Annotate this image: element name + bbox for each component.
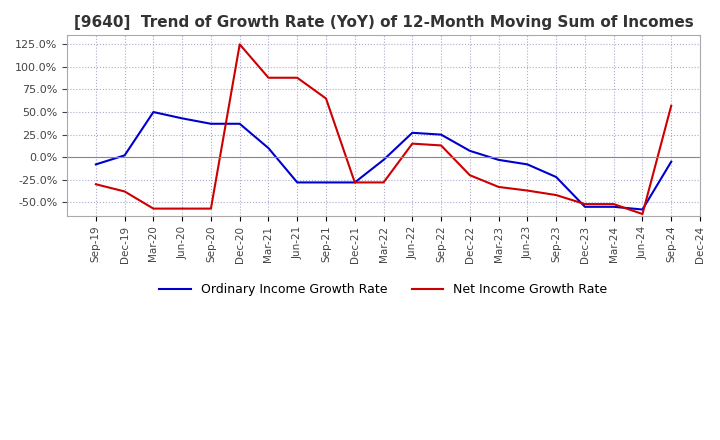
Net Income Growth Rate <box>264 75 273 81</box>
Ordinary Income Growth Rate <box>235 121 244 126</box>
Net Income Growth Rate <box>437 143 446 148</box>
Ordinary Income Growth Rate <box>178 116 186 121</box>
Net Income Growth Rate <box>580 202 589 207</box>
Ordinary Income Growth Rate <box>207 121 215 126</box>
Net Income Growth Rate <box>523 188 531 193</box>
Net Income Growth Rate <box>207 206 215 211</box>
Ordinary Income Growth Rate <box>580 204 589 209</box>
Ordinary Income Growth Rate <box>609 204 618 209</box>
Net Income Growth Rate <box>667 103 675 108</box>
Net Income Growth Rate <box>351 180 359 185</box>
Net Income Growth Rate <box>322 96 330 101</box>
Ordinary Income Growth Rate <box>91 162 100 167</box>
Ordinary Income Growth Rate <box>293 180 302 185</box>
Net Income Growth Rate <box>149 206 158 211</box>
Net Income Growth Rate <box>495 184 503 190</box>
Ordinary Income Growth Rate <box>408 130 417 136</box>
Net Income Growth Rate <box>91 182 100 187</box>
Line: Ordinary Income Growth Rate: Ordinary Income Growth Rate <box>96 112 671 209</box>
Net Income Growth Rate <box>120 189 129 194</box>
Ordinary Income Growth Rate <box>437 132 446 137</box>
Ordinary Income Growth Rate <box>638 207 647 212</box>
Ordinary Income Growth Rate <box>322 180 330 185</box>
Net Income Growth Rate <box>638 211 647 216</box>
Ordinary Income Growth Rate <box>379 157 388 162</box>
Net Income Growth Rate <box>609 202 618 207</box>
Ordinary Income Growth Rate <box>523 162 531 167</box>
Title: [9640]  Trend of Growth Rate (YoY) of 12-Month Moving Sum of Incomes: [9640] Trend of Growth Rate (YoY) of 12-… <box>73 15 693 30</box>
Net Income Growth Rate <box>408 141 417 146</box>
Ordinary Income Growth Rate <box>552 174 560 180</box>
Net Income Growth Rate <box>235 42 244 47</box>
Net Income Growth Rate <box>552 192 560 198</box>
Legend: Ordinary Income Growth Rate, Net Income Growth Rate: Ordinary Income Growth Rate, Net Income … <box>160 283 608 296</box>
Net Income Growth Rate <box>293 75 302 81</box>
Ordinary Income Growth Rate <box>149 110 158 115</box>
Ordinary Income Growth Rate <box>264 146 273 151</box>
Ordinary Income Growth Rate <box>120 153 129 158</box>
Net Income Growth Rate <box>379 180 388 185</box>
Ordinary Income Growth Rate <box>495 157 503 162</box>
Net Income Growth Rate <box>178 206 186 211</box>
Line: Net Income Growth Rate: Net Income Growth Rate <box>96 44 671 214</box>
Ordinary Income Growth Rate <box>667 159 675 164</box>
Net Income Growth Rate <box>466 172 474 178</box>
Ordinary Income Growth Rate <box>351 180 359 185</box>
Ordinary Income Growth Rate <box>466 148 474 154</box>
